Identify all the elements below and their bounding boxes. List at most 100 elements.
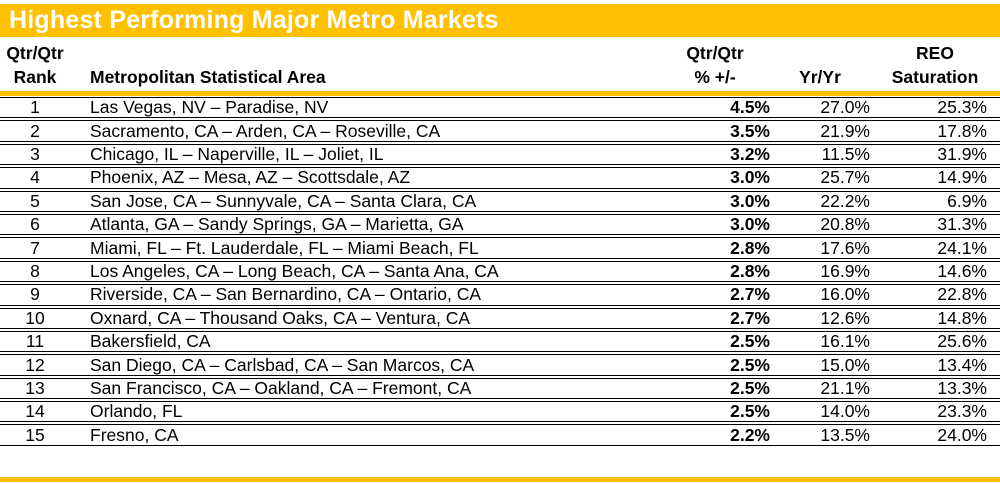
reo-saturation-cell: 24.0% xyxy=(937,424,987,445)
qtr-change-cell: 2.7% xyxy=(730,307,770,328)
yr-change-cell: 21.1% xyxy=(820,377,870,398)
qtr-change-cell: 2.5% xyxy=(730,354,770,375)
qtr-change-cell: 2.8% xyxy=(730,260,770,281)
column-header-reo: REO Saturation xyxy=(870,41,1000,89)
rank-cell: 1 xyxy=(30,97,40,118)
reo-saturation-cell: 25.3% xyxy=(937,97,987,118)
qtr-change-cell: 2.7% xyxy=(730,284,770,305)
rank-cell: 5 xyxy=(30,190,40,211)
table-row: 8 Los Angeles, CA – Long Beach, CA – San… xyxy=(0,260,1000,283)
rank-cell: 6 xyxy=(30,214,40,235)
metro-cell: Los Angeles, CA – Long Beach, CA – Santa… xyxy=(90,260,499,281)
metro-cell: Fresno, CA xyxy=(90,424,179,445)
yr-change-cell: 22.2% xyxy=(820,190,870,211)
yr-change-cell: 16.9% xyxy=(820,260,870,281)
reo-saturation-cell: 6.9% xyxy=(947,190,987,211)
qtr-change-cell: 2.5% xyxy=(730,377,770,398)
yr-change-cell: 25.7% xyxy=(820,167,870,188)
metro-cell: Oxnard, CA – Thousand Oaks, CA – Ventura… xyxy=(90,307,471,328)
yr-change-cell: 11.5% xyxy=(821,143,870,164)
rank-cell: 13 xyxy=(25,377,45,398)
qtr-change-cell: 3.5% xyxy=(730,120,770,141)
metro-cell: San Jose, CA – Sunnyvale, CA – Santa Cla… xyxy=(90,190,477,211)
reo-saturation-cell: 13.3% xyxy=(937,377,987,398)
table-row: 3 Chicago, IL – Naperville, IL – Joliet,… xyxy=(0,143,1000,166)
metro-cell: Las Vegas, NV – Paradise, NV xyxy=(90,97,329,118)
rank-cell: 7 xyxy=(30,237,40,258)
column-header-reo-line2: Saturation xyxy=(891,67,979,87)
metro-cell: San Diego, CA – Carlsbad, CA – San Marco… xyxy=(90,354,475,375)
reo-saturation-cell: 14.6% xyxy=(937,260,987,281)
table-row: 14 Orlando, FL 2.5% 14.0% 23.3% xyxy=(0,401,1000,423)
column-header-reo-line1: REO xyxy=(916,43,954,63)
column-header-yr: Yr/Yr xyxy=(799,67,841,87)
reo-saturation-cell: 17.8% xyxy=(937,120,987,141)
qtr-change-cell: 2.2% xyxy=(730,424,770,445)
yr-change-cell: 21.9% xyxy=(820,120,870,141)
bottom-rule xyxy=(0,477,1000,482)
table-row: 15 Fresno, CA 2.2% 13.5% 24.0% xyxy=(0,424,1000,446)
reo-saturation-cell: 31.3% xyxy=(937,214,987,235)
reo-saturation-cell: 24.1% xyxy=(937,237,987,258)
column-header-qtr-line1: Qtr/Qtr xyxy=(686,43,744,63)
metro-cell: Atlanta, GA – Sandy Springs, GA – Mariet… xyxy=(90,214,464,235)
column-header-rank: Qtr/Qtr Rank xyxy=(0,41,70,89)
page-title: Highest Performing Major Metro Markets xyxy=(0,4,1000,37)
metro-cell: Riverside, CA – San Bernardino, CA – Ont… xyxy=(90,284,482,305)
rank-cell: 3 xyxy=(30,143,40,164)
column-header-metro: Metropolitan Statistical Area xyxy=(90,67,326,87)
reo-saturation-cell: 14.9% xyxy=(937,167,987,188)
table-row: 13 San Francisco, CA – Oakland, CA – Fre… xyxy=(0,377,1000,400)
metro-cell: San Francisco, CA – Oakland, CA – Fremon… xyxy=(90,377,472,398)
column-header-qtr: Qtr/Qtr % +/- xyxy=(660,41,770,89)
qtr-change-cell: 2.5% xyxy=(730,401,770,422)
reo-saturation-cell: 13.4% xyxy=(937,354,987,375)
yr-change-cell: 14.0% xyxy=(820,401,870,422)
rank-cell: 15 xyxy=(25,424,45,445)
yr-change-cell: 27.0% xyxy=(820,97,870,118)
rank-cell: 2 xyxy=(30,120,40,141)
metro-cell: Miami, FL – Ft. Lauderdale, FL – Miami B… xyxy=(90,237,479,258)
qtr-change-cell: 3.0% xyxy=(730,190,770,211)
column-header-qtr-line2: % +/- xyxy=(694,67,736,87)
metro-cell: Phoenix, AZ – Mesa, AZ – Scottsdale, AZ xyxy=(90,167,411,188)
yr-change-cell: 16.1% xyxy=(820,331,870,352)
yr-change-cell: 15.0% xyxy=(820,354,870,375)
rank-cell: 4 xyxy=(30,167,40,188)
yr-change-cell: 17.6% xyxy=(820,237,870,258)
table-row: 9 Riverside, CA – San Bernardino, CA – O… xyxy=(0,284,1000,306)
rank-cell: 12 xyxy=(25,354,45,375)
table-row: 12 San Diego, CA – Carlsbad, CA – San Ma… xyxy=(0,354,1000,376)
table-body: 1 Las Vegas, NV – Paradise, NV 4.5% 27.0… xyxy=(0,97,1000,448)
qtr-change-cell: 3.0% xyxy=(730,214,770,235)
table-row: 10 Oxnard, CA – Thousand Oaks, CA – Vent… xyxy=(0,307,1000,329)
qtr-change-cell: 3.0% xyxy=(730,167,770,188)
qtr-change-cell: 2.5% xyxy=(730,331,770,352)
rank-cell: 10 xyxy=(25,307,45,328)
header-divider-rule xyxy=(0,91,1000,96)
rank-cell: 9 xyxy=(30,284,40,305)
metro-cell: Bakersfield, CA xyxy=(90,331,211,352)
table-row: 2 Sacramento, CA – Arden, CA – Roseville… xyxy=(0,120,1000,142)
reo-saturation-cell: 22.8% xyxy=(937,284,987,305)
yr-change-cell: 16.0% xyxy=(820,284,870,305)
table-row: 11 Bakersfield, CA 2.5% 16.1% 25.6% xyxy=(0,330,1000,353)
metro-cell: Orlando, FL xyxy=(90,401,183,422)
qtr-change-cell: 2.8% xyxy=(730,237,770,258)
qtr-change-cell: 3.2% xyxy=(730,143,770,164)
table-row: 1 Las Vegas, NV – Paradise, NV 4.5% 27.0… xyxy=(0,97,1000,119)
metro-cell: Chicago, IL – Naperville, IL – Joliet, I… xyxy=(90,143,384,164)
yr-change-cell: 13.5% xyxy=(820,424,870,445)
column-header-rank-line1: Qtr/Qtr xyxy=(6,43,64,63)
table-row: 4 Phoenix, AZ – Mesa, AZ – Scottsdale, A… xyxy=(0,167,1000,189)
reo-saturation-cell: 25.6% xyxy=(937,331,987,352)
reo-saturation-cell: 31.9% xyxy=(937,143,987,164)
reo-saturation-cell: 14.8% xyxy=(937,307,987,328)
column-header-rank-line2: Rank xyxy=(13,67,57,87)
table-row: 5 San Jose, CA – Sunnyvale, CA – Santa C… xyxy=(0,190,1000,212)
yr-change-cell: 20.8% xyxy=(820,214,870,235)
qtr-change-cell: 4.5% xyxy=(730,97,770,118)
reo-saturation-cell: 23.3% xyxy=(937,401,987,422)
metro-cell: Sacramento, CA – Arden, CA – Roseville, … xyxy=(90,120,441,141)
